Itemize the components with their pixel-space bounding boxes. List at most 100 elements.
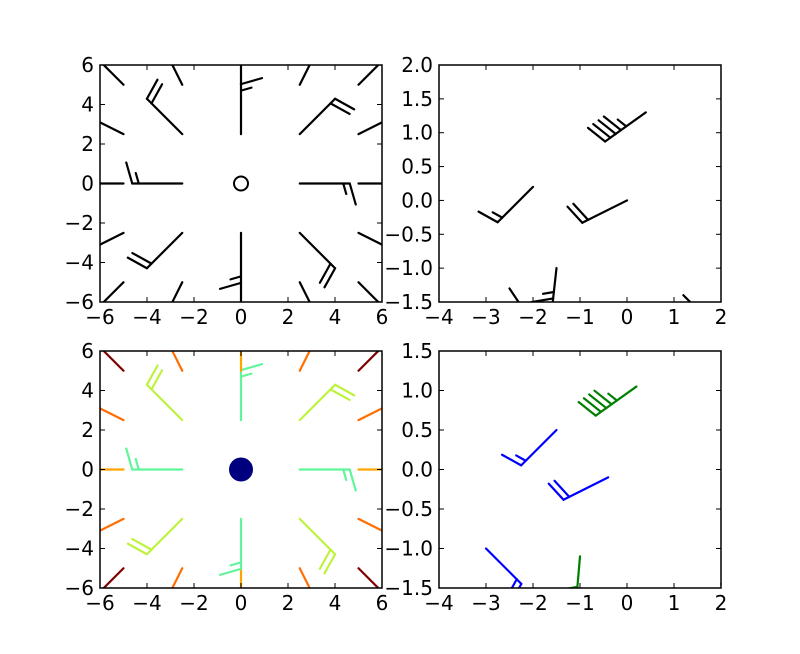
barb-half-feather [342, 468, 348, 482]
y-tick-label: 4 [81, 93, 94, 117]
y-tick-label: 1.5 [401, 87, 433, 111]
barb-feather [334, 97, 356, 111]
y-tick-label: −1.0 [384, 537, 433, 561]
subplot-bottom-left: −6 −4 −2 0 2 4 6 −6 −4 −2 0 2 4 6 [65, 339, 389, 615]
barb-feather [348, 468, 357, 492]
barb-staff [100, 231, 125, 246]
x-tick-label: 2 [715, 591, 728, 615]
barb-feather [329, 102, 351, 116]
barb-staff [145, 97, 184, 136]
barb-staff [298, 351, 311, 372]
y-tick-label: 0.0 [401, 458, 433, 482]
barb-feather [318, 262, 332, 284]
barb-feather [126, 542, 148, 556]
barb-feather [323, 553, 337, 575]
barb-feather [517, 582, 523, 588]
barb [171, 281, 184, 302]
barb-half-feather [515, 454, 527, 462]
barb-feather [477, 210, 499, 224]
barb [125, 161, 184, 185]
barb-feather [218, 567, 243, 576]
x-tick-label: 4 [329, 305, 342, 329]
barb-half-feather [510, 578, 518, 588]
barb-feather [318, 548, 332, 570]
barb-staff [682, 294, 692, 302]
x-tick-label: 6 [376, 591, 389, 615]
barb-staff [357, 281, 380, 302]
x-tick-label: 2 [282, 305, 295, 329]
y-tick-label: −6 [65, 290, 94, 314]
x-tick-label: −6 [85, 305, 114, 329]
barbs-layer [484, 385, 721, 588]
y-tick-label: 1.0 [401, 121, 433, 145]
y-tick-label: −1.0 [384, 256, 433, 280]
barb [171, 65, 184, 86]
barb-feather [577, 400, 597, 417]
barb [547, 476, 610, 501]
barb-feather [329, 388, 351, 402]
x-tick-label: −2 [518, 591, 547, 615]
barb-feather [218, 281, 243, 290]
barb [298, 65, 311, 86]
barb-staff [496, 185, 535, 224]
barb-feather [145, 364, 159, 386]
barb-staff [357, 567, 380, 588]
x-tick-label: 0 [621, 305, 634, 329]
barb-staff [357, 65, 380, 86]
barb [100, 121, 125, 136]
y-tick-label: −2 [65, 497, 94, 521]
barb-feather [348, 182, 357, 206]
barb-feather [239, 77, 264, 86]
barb [102, 65, 125, 86]
barb [239, 351, 243, 372]
barb-staff [357, 517, 382, 532]
plot-area [439, 351, 721, 588]
barb-staff [171, 567, 184, 588]
barb-half-feather [134, 457, 140, 471]
barb [239, 65, 243, 86]
y-tick-label: −1.5 [384, 576, 433, 600]
barb [682, 294, 692, 302]
barbs-layer [100, 65, 382, 302]
x-tick-label: 2 [715, 305, 728, 329]
y-tick-label: 0.5 [401, 418, 433, 442]
x-tick-label: 0 [235, 591, 248, 615]
barb-feather [125, 161, 134, 185]
y-tick-label: 0 [81, 172, 94, 196]
barb-feather [500, 453, 523, 467]
barb-staff [102, 281, 125, 302]
barb-staff [520, 428, 558, 467]
barb-staff [298, 517, 337, 556]
x-tick-label: 4 [329, 591, 342, 615]
barb-staff [102, 567, 125, 588]
x-tick-label: −4 [424, 305, 453, 329]
x-tick-label: −1 [565, 591, 594, 615]
barb-staff [357, 351, 380, 372]
x-tick-label: −3 [471, 305, 500, 329]
barb-staff [581, 199, 629, 224]
barb [126, 517, 184, 556]
barb [298, 231, 337, 289]
x-tick-label: 1 [668, 305, 681, 329]
barb-feather [334, 383, 356, 397]
x-tick-label: −2 [179, 305, 208, 329]
x-tick-label: 0 [235, 305, 248, 329]
barb [298, 567, 311, 588]
x-tick-label: −2 [179, 591, 208, 615]
barb-staff [145, 383, 184, 422]
barb [239, 281, 243, 302]
y-tick-label: 6 [81, 53, 94, 77]
y-tick-label: −4 [65, 251, 94, 275]
barb-feather [150, 369, 164, 391]
barb-feather [597, 119, 617, 136]
barb-staff [171, 281, 184, 302]
barb-half-feather [239, 372, 253, 378]
barb [233, 175, 249, 192]
barb [239, 567, 243, 588]
barb [218, 231, 243, 290]
barb [100, 567, 125, 588]
barb-feather [553, 479, 571, 498]
barb [145, 364, 184, 422]
barb-staff [298, 97, 337, 136]
barb-staff [100, 407, 125, 422]
